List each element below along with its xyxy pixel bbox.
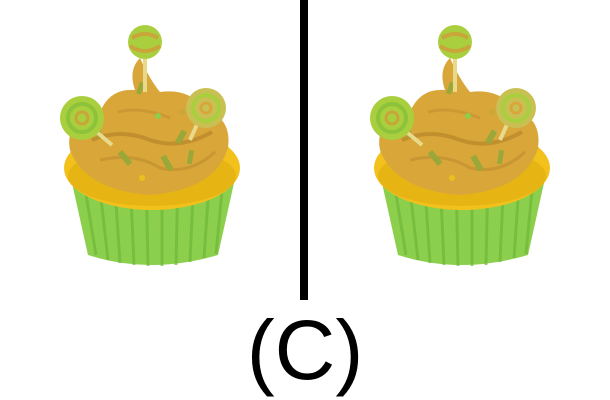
- figure-label: (C): [246, 303, 364, 397]
- cupcake-image-right: [368, 23, 552, 268]
- panel-divider: [300, 0, 308, 300]
- left-panel: [0, 0, 300, 300]
- right-panel: [310, 0, 610, 300]
- cupcake-image-left: [58, 23, 242, 268]
